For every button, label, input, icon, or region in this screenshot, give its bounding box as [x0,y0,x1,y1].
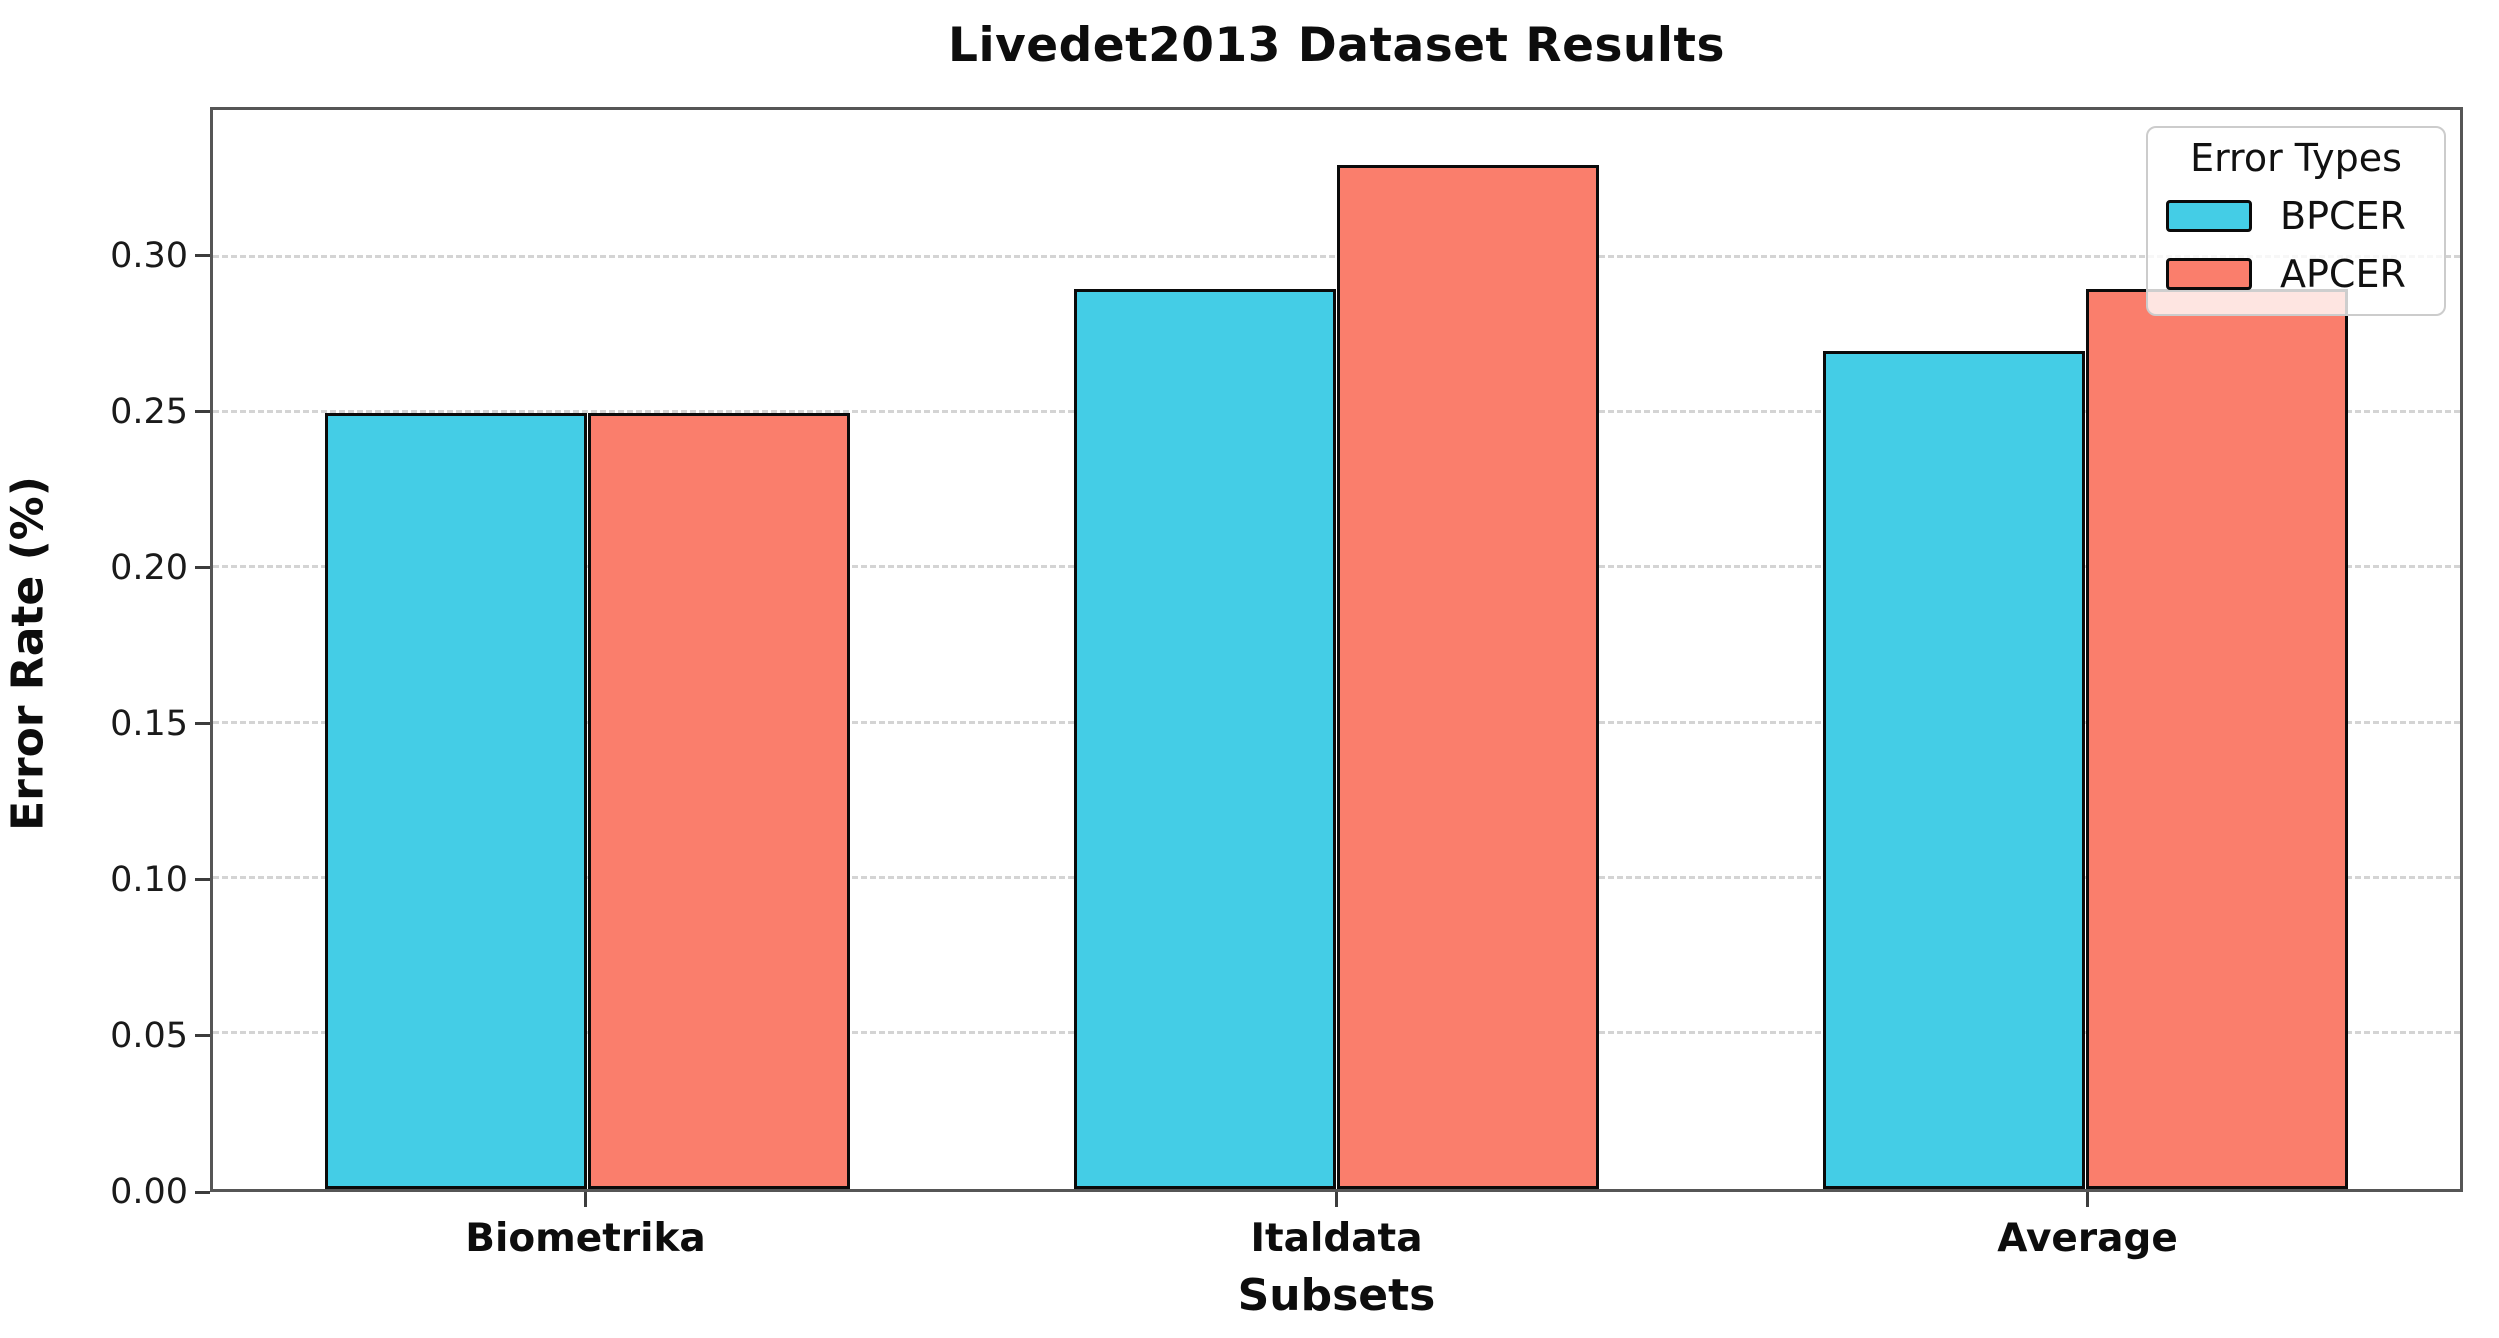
x-tick-label-average: Average [1997,1216,2178,1261]
legend-title: Error Types [2190,136,2402,180]
bar-apcer-average [2085,289,2348,1189]
bar-apcer-italdata [1336,164,1599,1189]
bar-bpcer-average [1823,351,2086,1189]
legend-entry-apcer: APCER [2166,252,2426,296]
legend-swatch-bpcer [2166,200,2252,232]
legend-entries: BPCER APCER [2166,194,2426,296]
y-tick-mark [195,1034,210,1038]
y-tick-mark [195,566,210,570]
x-axis-label: Subsets [1237,1270,1436,1321]
legend-swatch-apcer [2166,258,2252,290]
y-tick-mark [195,254,210,258]
y-tick-label: 0.30 [110,235,188,276]
legend-label-apcer: APCER [2280,252,2406,296]
legend-label-bpcer: BPCER [2280,194,2406,238]
legend: Error Types BPCER APCER [2146,126,2446,316]
y-tick-label: 0.25 [110,391,188,432]
x-tick-mark [2086,1192,2089,1207]
y-tick-label: 0.15 [110,703,188,744]
x-tick-mark [1335,1192,1338,1207]
y-tick-label: 0.00 [110,1172,188,1212]
y-tick-mark [195,878,210,882]
bar-bpcer-biometrika [325,413,588,1189]
chart-title: Livedet2013 Dataset Results [948,18,1725,73]
x-tick-label-italdata: Italdata [1250,1216,1423,1261]
bar-apcer-biometrika [587,413,850,1189]
y-tick-label: 0.20 [110,547,188,588]
y-tick-label: 0.05 [110,1015,188,1056]
y-tick-mark [195,722,210,726]
legend-entry-bpcer: BPCER [2166,194,2426,238]
y-axis-label: Error Rate (%) [2,476,54,831]
y-tick-mark [195,1190,210,1194]
y-tick-mark [195,410,210,414]
bar-bpcer-italdata [1074,289,1337,1189]
x-tick-mark [584,1192,587,1207]
x-tick-label-biometrika: Biometrika [465,1216,706,1261]
axes: Error Types BPCER APCER [210,107,2463,1192]
y-tick-label: 0.10 [110,859,188,900]
